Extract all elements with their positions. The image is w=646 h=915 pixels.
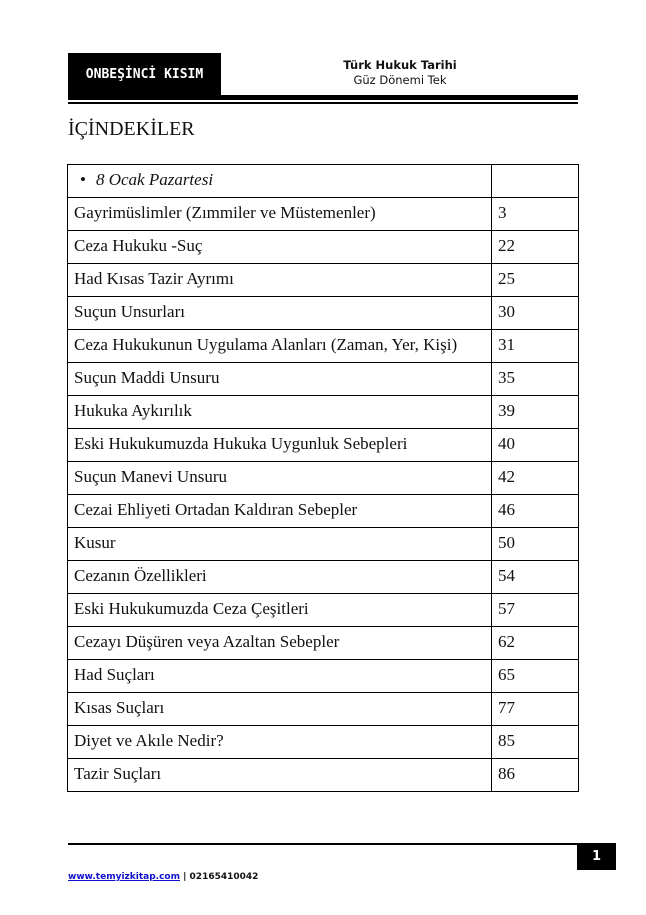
toc-entry-page: 86: [491, 758, 579, 792]
toc-row[interactable]: Cezai Ehliyeti Ortadan Kaldıran Sebepler…: [67, 494, 579, 528]
toc-entry-page: 50: [491, 527, 579, 561]
toc-entry-title[interactable]: Cezanın Özellikleri: [67, 560, 492, 594]
toc-entry-title[interactable]: Eski Hukukumuzda Hukuka Uygunluk Sebeple…: [67, 428, 492, 462]
header-rule-thin: [68, 102, 578, 104]
section-label: ONBEŞİNCİ KISIM: [68, 53, 221, 95]
toc-entry-page: 25: [491, 263, 579, 297]
toc-row[interactable]: Ceza Hukuku -Suç 22: [67, 230, 579, 264]
toc-entry-title[interactable]: Suçun Maddi Unsuru: [67, 362, 492, 396]
toc-section-page: [491, 164, 579, 198]
phone-number: 02165410042: [189, 872, 259, 882]
toc-entry-page: 30: [491, 296, 579, 330]
toc-entry-page: 57: [491, 593, 579, 627]
toc-entry-page: 22: [491, 230, 579, 264]
toc-entry-page: 35: [491, 362, 579, 396]
toc-entry-title[interactable]: Ceza Hukuku -Suç: [67, 230, 492, 264]
toc-row[interactable]: Kusur 50: [67, 527, 579, 561]
toc-entry-title[interactable]: Tazir Suçları: [67, 758, 492, 792]
toc-entry-title[interactable]: Gayrimüslimler (Zımmiler ve Müstemenler): [67, 197, 492, 231]
toc-entry-title[interactable]: Hukuka Aykırılık: [67, 395, 492, 429]
course-title: Türk Hukuk Tarihi: [343, 58, 457, 72]
toc-entry-page: 31: [491, 329, 579, 363]
toc-row[interactable]: Had Kısas Tazir Ayrımı 25: [67, 263, 579, 297]
toc-entry-title[interactable]: Eski Hukukumuzda Ceza Çeşitleri: [67, 593, 492, 627]
toc-row[interactable]: Eski Hukukumuzda Hukuka Uygunluk Sebeple…: [67, 428, 579, 462]
toc-row[interactable]: Cezayı Düşüren veya Azaltan Sebepler 62: [67, 626, 579, 660]
website-link[interactable]: www.temyizkitap.com: [68, 872, 180, 882]
toc-entry-page: 46: [491, 494, 579, 528]
footer-separator: |: [183, 872, 187, 882]
toc-row[interactable]: Had Suçları 65: [67, 659, 579, 693]
toc-entry-page: 3: [491, 197, 579, 231]
toc-entry-title[interactable]: Suçun Manevi Unsuru: [67, 461, 492, 495]
toc-row[interactable]: Diyet ve Akıle Nedir? 85: [67, 725, 579, 759]
toc-entry-title[interactable]: Ceza Hukukunun Uygulama Alanları (Zaman,…: [67, 329, 492, 363]
footer-rule: [68, 843, 578, 845]
toc-entry-page: 54: [491, 560, 579, 594]
toc-entry-title[interactable]: Kısas Suçları: [67, 692, 492, 726]
toc-section-title: 8 Ocak Pazartesi: [67, 164, 492, 198]
toc-entry-title[interactable]: Diyet ve Akıle Nedir?: [67, 725, 492, 759]
toc-row[interactable]: Suçun Unsurları 30: [67, 296, 579, 330]
course-header: Türk Hukuk Tarihi Güz Dönemi Tek: [300, 58, 500, 88]
toc-row[interactable]: Gayrimüslimler (Zımmiler ve Müstemenler)…: [67, 197, 579, 231]
toc-entry-page: 65: [491, 659, 579, 693]
toc-entry-title[interactable]: Suçun Unsurları: [67, 296, 492, 330]
toc-row[interactable]: Hukuka Aykırılık 39: [67, 395, 579, 429]
toc-section-row: 8 Ocak Pazartesi: [67, 164, 579, 198]
toc-heading: İÇİNDEKİLER: [68, 118, 195, 140]
toc-entry-title[interactable]: Had Kısas Tazir Ayrımı: [67, 263, 492, 297]
footer: www.temyizkitap.com | 02165410042: [68, 872, 258, 882]
toc-row[interactable]: Ceza Hukukunun Uygulama Alanları (Zaman,…: [67, 329, 579, 363]
toc-entry-title[interactable]: Kusur: [67, 527, 492, 561]
toc-row[interactable]: Suçun Maddi Unsuru 35: [67, 362, 579, 396]
header-rule-thick: [68, 95, 578, 100]
toc-entry-page: 39: [491, 395, 579, 429]
toc-table: 8 Ocak Pazartesi Gayrimüslimler (Zımmile…: [67, 164, 579, 792]
toc-row[interactable]: Kısas Suçları 77: [67, 692, 579, 726]
toc-entry-page: 62: [491, 626, 579, 660]
course-subtitle: Güz Dönemi Tek: [353, 73, 447, 87]
toc-entry-title[interactable]: Cezai Ehliyeti Ortadan Kaldıran Sebepler: [67, 494, 492, 528]
toc-row[interactable]: Cezanın Özellikleri 54: [67, 560, 579, 594]
toc-entry-page: 40: [491, 428, 579, 462]
toc-entry-page: 85: [491, 725, 579, 759]
page-number: 1: [577, 843, 616, 870]
toc-entry-title[interactable]: Cezayı Düşüren veya Azaltan Sebepler: [67, 626, 492, 660]
toc-entry-page: 42: [491, 461, 579, 495]
toc-row[interactable]: Tazir Suçları 86: [67, 758, 579, 792]
toc-entry-title[interactable]: Had Suçları: [67, 659, 492, 693]
toc-row[interactable]: Eski Hukukumuzda Ceza Çeşitleri 57: [67, 593, 579, 627]
toc-entry-page: 77: [491, 692, 579, 726]
toc-row[interactable]: Suçun Manevi Unsuru 42: [67, 461, 579, 495]
